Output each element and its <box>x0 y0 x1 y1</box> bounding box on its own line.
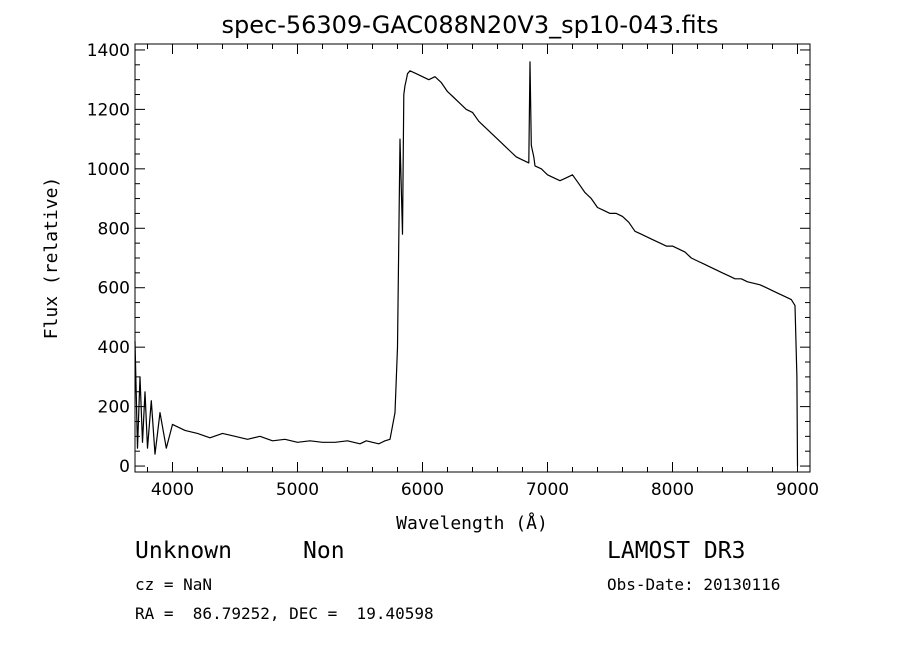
y-tick-label: 1200 <box>87 100 130 120</box>
chart-title: spec-56309-GAC088N20V3_sp10-043.fits <box>222 11 719 39</box>
object-subclass: Non <box>303 538 345 564</box>
y-tick-label: 0 <box>119 457 130 477</box>
x-tick-label: 7000 <box>526 480 569 500</box>
x-axis-label: Wavelength (Å) <box>396 512 548 534</box>
y-tick-label: 1000 <box>87 160 130 180</box>
y-tick-label: 800 <box>98 219 130 239</box>
x-tick-label: 9000 <box>776 480 819 500</box>
plot-frame <box>134 43 811 473</box>
y-tick-label: 200 <box>98 398 130 418</box>
x-tick-label: 4000 <box>151 480 194 500</box>
coordinates-readout: RA = 86.79252, DEC = 19.40598 <box>135 604 434 623</box>
y-tick-label: 1400 <box>87 41 130 61</box>
spectrum-line <box>134 61 799 467</box>
redshift-readout: cz = NaN <box>135 575 213 594</box>
x-tick-label: 5000 <box>276 480 319 500</box>
obs-date: Obs-Date: 20130116 <box>607 575 781 594</box>
y-tick-label: 600 <box>98 279 130 299</box>
y-tick-label: 400 <box>98 338 130 358</box>
x-tick-label: 8000 <box>651 480 694 500</box>
x-tick-label: 6000 <box>401 480 444 500</box>
y-axis-label: Flux (relative) <box>41 177 62 340</box>
object-class: Unknown <box>135 538 232 564</box>
survey-name: LAMOST DR3 <box>607 538 746 564</box>
plot-area: 4000 5000 6000 7000 8000 9000 0 200 400 600 800 100… <box>87 41 819 500</box>
